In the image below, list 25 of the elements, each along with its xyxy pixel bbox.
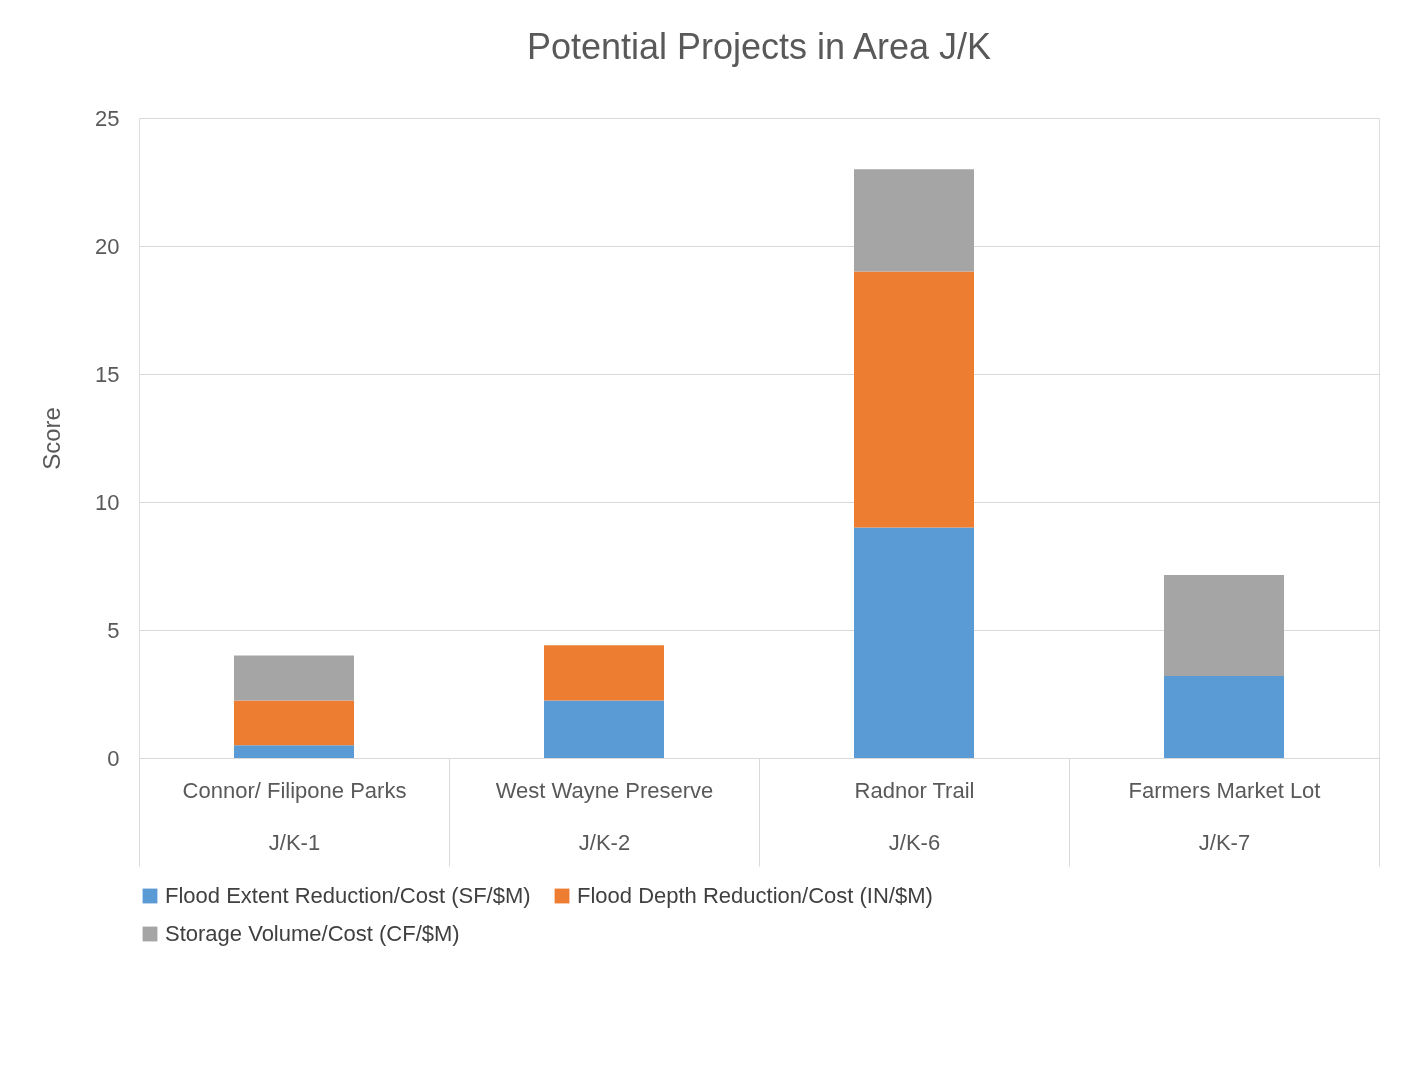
bar	[544, 700, 664, 758]
y-tick-label: 5	[107, 617, 120, 643]
bar	[1164, 676, 1284, 758]
bar	[234, 700, 354, 746]
bar	[234, 745, 354, 758]
y-tick-label: 0	[107, 745, 120, 771]
bar	[854, 169, 974, 272]
y-tick-label: 25	[95, 105, 120, 131]
y-axis-title: Score	[38, 407, 66, 470]
chart-title: Potential Projects in Area J/K	[526, 26, 992, 67]
bar	[234, 655, 354, 701]
bar	[854, 527, 974, 758]
bar	[854, 271, 974, 528]
bar	[544, 645, 664, 701]
legend-label: Storage Volume/Cost (CF/$M)	[165, 921, 460, 946]
y-tick-label: 20	[95, 233, 120, 259]
legend-label: Flood Extent Reduction/Cost (SF/$M)	[165, 883, 531, 908]
category-label: Farmers Market Lot J/K-7	[1128, 777, 1321, 855]
category-label: West Wayne Preserve J/K-2	[495, 777, 714, 855]
legend-label: Flood Depth Reduction/Cost (IN/$M)	[577, 883, 933, 908]
category-label: Radnor Trail J/K-6	[854, 777, 975, 855]
y-tick-label: 10	[95, 489, 120, 515]
y-tick-label: 15	[95, 361, 120, 387]
category-label: Connor/ Filipone Parks J/K-1	[182, 777, 407, 855]
bar	[1164, 574, 1284, 677]
